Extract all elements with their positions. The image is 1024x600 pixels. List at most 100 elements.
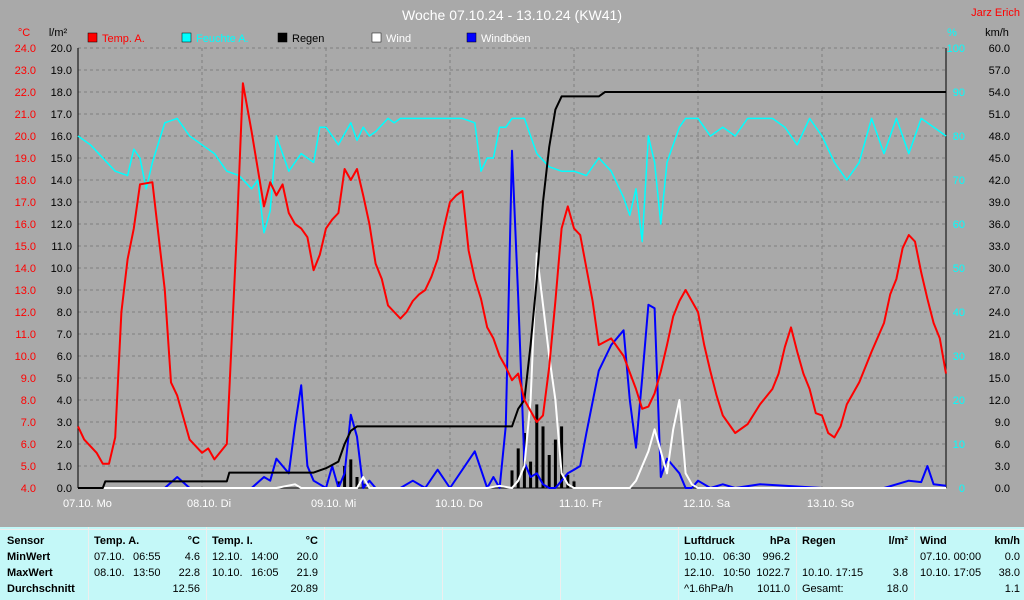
rain-axis-tick-label: 4.0 xyxy=(57,395,72,407)
wind-axis-tick-label: 57.0 xyxy=(989,65,1010,77)
humidity-axis-tick-label: 0 xyxy=(959,483,965,495)
x-axis-tick-label: 08.10. Di xyxy=(187,498,231,510)
x-axis-tick-label: 11.10. Fr xyxy=(559,498,603,510)
series-line-rain xyxy=(78,91,946,489)
row-label-min: MinWert xyxy=(7,551,51,563)
humidity-axis-tick-label: 50 xyxy=(953,263,965,275)
wind-axis-tick-label: 36.0 xyxy=(989,219,1010,231)
temp-a-min-date: 07.10. xyxy=(94,551,125,563)
temp-axis-tick-label: 22.0 xyxy=(15,87,36,99)
temp-i-max-time: 16:05 xyxy=(251,567,279,579)
rain-axis-tick-label: 10.0 xyxy=(51,263,72,275)
temp-axis-tick-label: 9.0 xyxy=(21,373,36,385)
rain-axis-tick-label: 0.0 xyxy=(57,483,72,495)
legend-swatch xyxy=(87,32,98,43)
stats-divider xyxy=(796,527,797,600)
pressure-max-time: 10:50 xyxy=(723,567,751,579)
pressure-header: Luftdruck xyxy=(684,535,735,547)
wind-axis-tick-label: 6.0 xyxy=(995,439,1010,451)
temp-a-min-time: 06:55 xyxy=(133,551,161,563)
wind-axis-tick-label: 48.0 xyxy=(989,131,1010,143)
rain-bar xyxy=(553,439,557,488)
rain-axis-tick-label: 20.0 xyxy=(51,43,72,55)
weather-chart: Woche 07.10.24 - 13.10.24 (KW41) Jarz Er… xyxy=(14,7,1020,510)
temp-unit-label: °C xyxy=(18,27,30,39)
rain-axis-tick-label: 14.0 xyxy=(51,175,72,187)
stats-divider xyxy=(88,527,89,600)
rain-axis-tick-label: 17.0 xyxy=(51,109,72,121)
rain-axis-tick-label: 1.0 xyxy=(57,461,72,473)
rain-bar xyxy=(541,426,545,488)
wind-unit: km/h xyxy=(994,535,1020,547)
rain-unit-label: l/m² xyxy=(49,27,68,39)
pressure-min-time: 06:30 xyxy=(723,551,751,563)
legend-swatch xyxy=(371,32,382,43)
series-line-gust xyxy=(78,149,947,489)
rain-axis-tick-label: 16.0 xyxy=(51,131,72,143)
temp-a-max-date: 08.10. xyxy=(94,567,125,579)
temp-axis-tick-label: 8.0 xyxy=(21,395,36,407)
wind-axis-tick-label: 30.0 xyxy=(989,263,1010,275)
wind-axis-tick-label: 0.0 xyxy=(995,483,1010,495)
temp-axis-tick-label: 10.0 xyxy=(15,351,36,363)
temp-i-unit: °C xyxy=(305,535,318,547)
wind-axis-tick-label: 21.0 xyxy=(989,329,1010,341)
legend-swatch xyxy=(277,32,288,43)
rain-axis-tick-label: 15.0 xyxy=(51,153,72,165)
rain-axis-tick-label: 9.0 xyxy=(57,285,72,297)
rain-axis-tick-label: 3.0 xyxy=(57,417,72,429)
pressure-trend: ^1.6hPa/h xyxy=(684,583,734,595)
rain-unit: l/m² xyxy=(888,535,908,547)
humidity-axis-tick-label: 10 xyxy=(953,439,965,451)
temp-i-min-date: 12.10. xyxy=(212,551,243,563)
wind-max-datetime: 10.10. 17:05 xyxy=(920,567,982,579)
temp-a-unit: °C xyxy=(187,535,200,547)
x-axis-tick-label: 12.10. Sa xyxy=(683,498,731,510)
temp-axis-tick-label: 7.0 xyxy=(21,417,36,429)
rain-bar xyxy=(535,404,539,488)
sensor-header: Sensor xyxy=(7,535,45,547)
humidity-unit-label: % xyxy=(947,27,957,39)
pressure-max-date: 12.10. xyxy=(684,567,715,579)
temp-axis-tick-label: 14.0 xyxy=(15,263,36,275)
temp-axis-tick-label: 23.0 xyxy=(15,65,36,77)
rain-bar xyxy=(355,477,359,488)
wind-axis-tick-label: 42.0 xyxy=(989,175,1010,187)
rain-header: Regen xyxy=(802,535,836,547)
humidity-axis-tick-label: 30 xyxy=(953,351,965,363)
rain-bar xyxy=(547,455,551,488)
rain-bar xyxy=(560,426,564,488)
humidity-axis-tick-label: 70 xyxy=(953,175,965,187)
chart-series-lines xyxy=(77,82,947,489)
station-label: Jarz Erich xyxy=(971,7,1020,19)
rain-bar xyxy=(516,448,520,488)
wind-axis-tick-label: 39.0 xyxy=(989,197,1010,209)
row-label-avg: Durchschnitt xyxy=(7,583,75,595)
chart-legend: Temp. A. Feuchte A. Regen Wind Windböen xyxy=(87,32,531,45)
wind-axis-tick-label: 24.0 xyxy=(989,307,1010,319)
legend-label: Feuchte A. xyxy=(196,33,249,45)
wind-max-value: 38.0 xyxy=(998,567,1020,579)
wind-axis-tick-label: 51.0 xyxy=(989,109,1010,121)
wind-axis-tick-label: 12.0 xyxy=(989,395,1010,407)
pressure-max-value: 1022.7 xyxy=(756,567,790,579)
series-line-temp xyxy=(77,82,947,465)
temp-axis-tick-label: 6.0 xyxy=(21,439,36,451)
temp-i-max-date: 10.10. xyxy=(212,567,243,579)
temp-axis-tick-label: 5.0 xyxy=(21,461,36,473)
stats-divider xyxy=(442,527,443,600)
series-line-humidity xyxy=(77,117,947,243)
temp-axis-tick-label: 4.0 xyxy=(21,483,36,495)
x-axis-tick-label: 10.10. Do xyxy=(435,498,483,510)
chart-title: Woche 07.10.24 - 13.10.24 (KW41) xyxy=(402,7,622,23)
wind-min-datetime: 07.10. 00:00 xyxy=(920,551,982,563)
temp-axis-tick-label: 20.0 xyxy=(15,131,36,143)
humidity-axis-tick-label: 60 xyxy=(953,219,965,231)
legend-swatch xyxy=(181,32,192,43)
chart-axes: 24.0 20.0 60.0 23.0 19.0 57.0 22.0 18.0 54.0 21.0… xyxy=(15,43,1010,510)
rain-axis-tick-label: 19.0 xyxy=(51,65,72,77)
rain-axis-tick-label: 7.0 xyxy=(57,329,72,341)
rain-total-label: Gesamt: xyxy=(802,583,844,595)
x-axis-tick-label: 13.10. So xyxy=(807,498,854,510)
rain-axis-tick-label: 6.0 xyxy=(57,351,72,363)
